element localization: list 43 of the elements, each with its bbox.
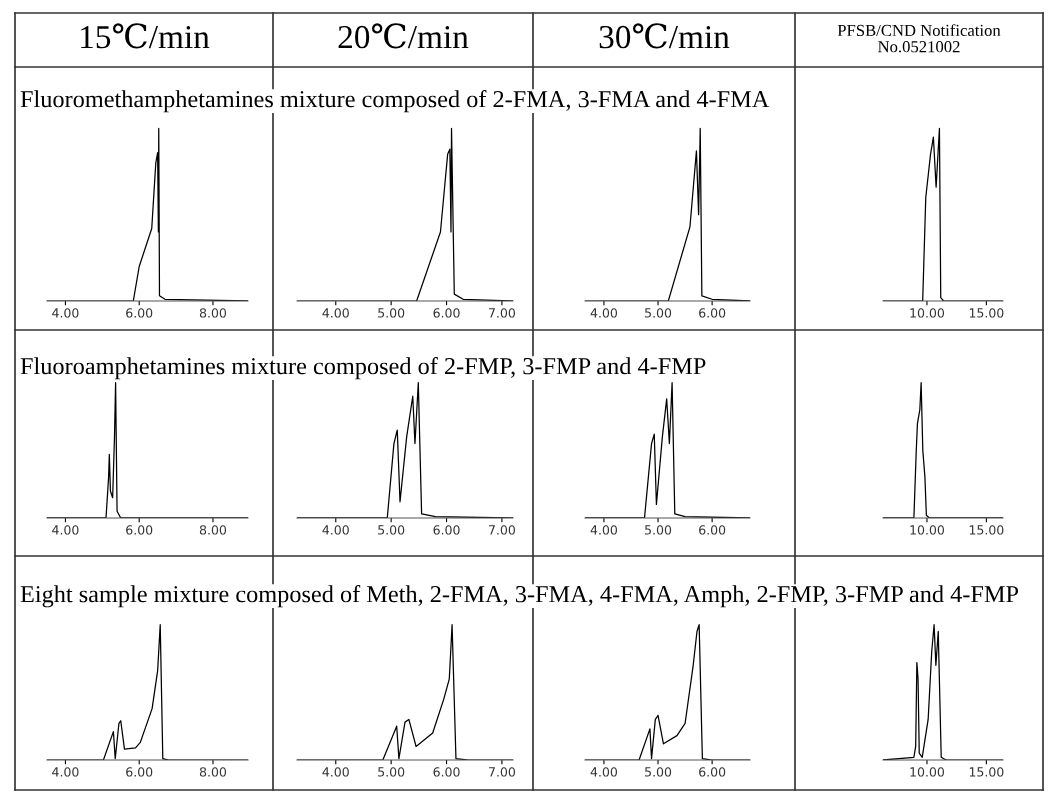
x-tick-label: 8.00 <box>199 767 227 777</box>
x-tick-label: 6.00 <box>433 308 460 318</box>
x-tick-label: 6.00 <box>699 525 726 535</box>
x-tick-label: 7.00 <box>489 767 516 777</box>
x-tick-label: 4.00 <box>590 525 618 535</box>
x-tick-label: 5.00 <box>378 525 405 535</box>
x-tick-label: 5.00 <box>378 767 405 777</box>
text: Fluoroamphetamines mixture composed of 2-FMP, 3-FMP and 4-FMP <box>20 357 706 380</box>
chart-title: 15℃/min <box>81 23 210 49</box>
x-tick-label: 7.00 <box>489 525 516 535</box>
chart-title: 30℃/min <box>599 23 730 49</box>
text: Fluoromethamphetamines mixture composed of 2-FMA, 3-FMA and 4-FMA <box>20 90 770 113</box>
x-tick-label: 4.00 <box>590 308 618 318</box>
text: Eight sample mixture composed of Meth, 2-FMA, 3-FMA, 4-FMA, Amph, 2-FMP, 3-FMP and 4-FMP <box>20 585 1019 608</box>
x-tick-label: 5.00 <box>378 308 405 318</box>
x-tick-label: 15.00 <box>969 525 1004 535</box>
x-tick-label: 4.00 <box>590 767 618 777</box>
x-tick-label: 15.00 <box>969 308 1004 318</box>
x-tick-label: 6.00 <box>433 767 460 777</box>
x-tick-label: 6.00 <box>699 308 726 318</box>
x-tick-label: 7.00 <box>489 308 516 318</box>
x-tick-label: 6.00 <box>126 525 153 535</box>
x-tick-label: 5.00 <box>645 767 672 777</box>
x-tick-label: 4.00 <box>322 767 349 777</box>
x-tick-label: 4.00 <box>322 525 349 535</box>
x-tick-label: 5.00 <box>645 308 672 318</box>
x-tick-label: 8.00 <box>199 308 227 318</box>
x-tick-label: 4.00 <box>52 525 79 535</box>
x-tick-label: 10.00 <box>910 308 945 318</box>
x-tick-label: 15.00 <box>969 767 1004 777</box>
x-tick-label: 6.00 <box>126 308 153 318</box>
x-tick-label: 4.00 <box>52 767 79 777</box>
chart-title: PFSB/CND Notification No.0521002 <box>837 24 1001 53</box>
x-tick-label: 4.00 <box>52 308 79 318</box>
chart-title: 20℃/min <box>338 23 469 49</box>
x-tick-label: 8.00 <box>199 525 227 535</box>
x-tick-label: 4.00 <box>322 308 349 318</box>
x-tick-label: 6.00 <box>699 767 726 777</box>
x-tick-label: 10.00 <box>910 525 945 535</box>
x-tick-label: 6.00 <box>433 525 460 535</box>
x-tick-label: 10.00 <box>910 767 945 777</box>
x-tick-label: 6.00 <box>126 767 153 777</box>
x-tick-label: 5.00 <box>645 525 672 535</box>
